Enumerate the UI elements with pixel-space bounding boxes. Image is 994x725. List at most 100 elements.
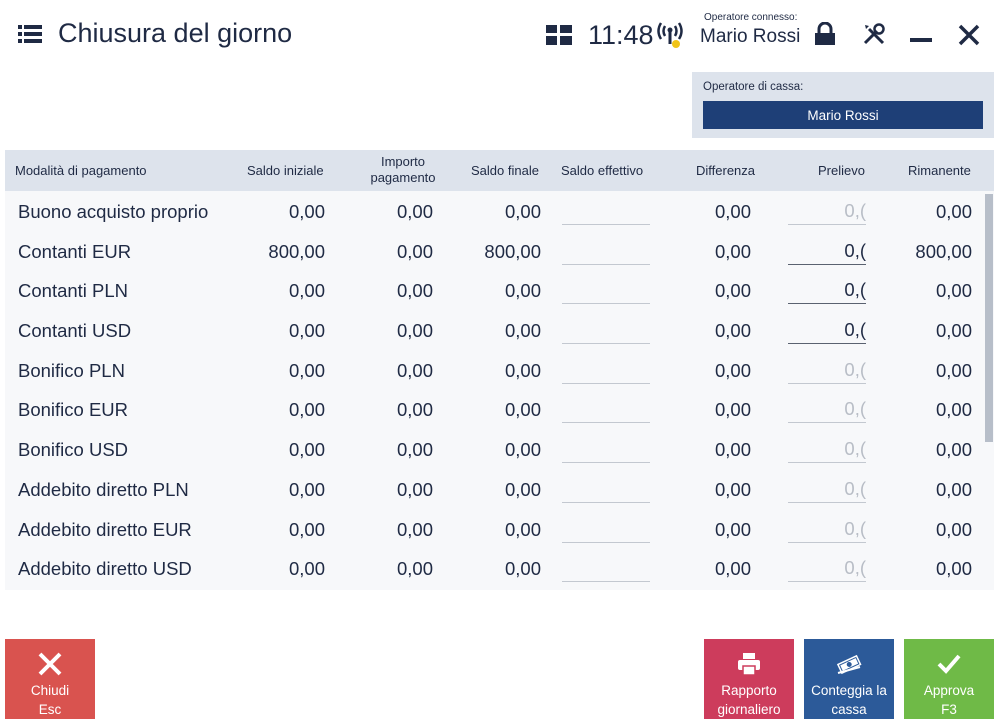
minimize-icon[interactable]	[910, 38, 932, 42]
table-row[interactable]: Bonifico USD 0,00 0,00 0,00 0,00 0,00 0,(	[5, 429, 994, 469]
saldo-effettivo-input[interactable]	[562, 199, 650, 225]
cell-rimanente: 0,00	[935, 518, 972, 540]
cell-differenza: 0,00	[714, 518, 751, 540]
menu-icon[interactable]	[18, 24, 42, 44]
cell-rimanente: 0,00	[935, 320, 972, 342]
table-row[interactable]: Contanti USD 0,00 0,00 0,00 0,00 0,00 0,(	[5, 310, 994, 350]
cell-rimanente: 0,00	[935, 478, 972, 500]
saldo-effettivo-input[interactable]	[562, 318, 650, 345]
cashier-label: Operatore di cassa:	[703, 81, 804, 93]
cell-rimanente: 0,00	[935, 399, 972, 421]
close-button[interactable]: Chiudi Esc	[5, 639, 95, 719]
daily-report-label-2: giornaliero	[717, 702, 781, 717]
cell-saldo-iniziale: 0,00	[288, 201, 325, 222]
cell-saldo-iniziale: 0,00	[288, 359, 325, 381]
cell-rimanente: 0,00	[935, 201, 972, 222]
cell-rimanente: 0,00	[935, 558, 972, 580]
payment-method-name: Addebito diretto PLN	[18, 478, 189, 500]
tiles-icon[interactable]	[546, 25, 572, 45]
table-row[interactable]: Buono acquisto proprio 0,00 0,00 0,00 0,00 0,…	[5, 191, 994, 231]
prelievo-input[interactable]: 0,(	[788, 397, 866, 424]
cell-differenza: 0,00	[714, 201, 751, 222]
table-row[interactable]: Addebito diretto PLN 0,00 0,00 0,00 0,00 0,00…	[5, 469, 994, 509]
payment-method-name: Bonifico EUR	[18, 399, 129, 421]
column-header-rimanente: Rimanente	[908, 163, 971, 178]
count-cash-label-1: Conteggia la	[811, 683, 887, 698]
checkmark-icon	[937, 654, 961, 674]
prelievo-input[interactable]: 0,(	[788, 358, 866, 384]
close-icon[interactable]	[958, 24, 980, 46]
payment-method-name: Bonifico USD	[18, 439, 129, 461]
approve-shortcut: F3	[941, 702, 957, 717]
header-bar: Chiusura del giorno 11:48 Operatore conn…	[0, 0, 994, 70]
saldo-effettivo-input[interactable]	[562, 517, 650, 543]
approve-label: Approva	[923, 683, 975, 698]
cell-saldo-iniziale: 0,00	[288, 439, 325, 461]
table-row[interactable]: Addebito diretto EUR 0,00 0,00 0,00 0,00 0,00…	[5, 509, 994, 549]
cell-saldo-finale: 0,00	[504, 320, 541, 342]
prelievo-input[interactable]: 0,(	[788, 239, 866, 265]
page-title: Chiusura del giorno	[58, 18, 293, 48]
cell-saldo-iniziale: 0,00	[288, 320, 325, 342]
cell-saldo-finale: 0,00	[504, 201, 541, 222]
table-row[interactable]: Contanti PLN 0,00 0,00 0,00 0,00 0,00 0,(	[5, 270, 994, 310]
table-row[interactable]: Contanti EUR 800,00 0,00 800,00 0,00 800,00 0,…	[5, 231, 994, 271]
prelievo-input[interactable]: 0,(	[788, 477, 866, 503]
cell-importo: 0,00	[396, 240, 433, 262]
cell-differenza: 0,00	[714, 280, 751, 302]
cell-saldo-finale: 0,00	[504, 439, 541, 461]
cell-saldo-finale: 0,00	[504, 478, 541, 500]
saldo-effettivo-input[interactable]	[562, 358, 650, 384]
lock-icon[interactable]	[814, 22, 836, 46]
cell-saldo-finale: 0,00	[504, 518, 541, 540]
cashier-panel: Operatore di cassa: Mario Rossi	[692, 72, 994, 138]
operator-label: Operatore connesso:	[704, 12, 798, 23]
cell-importo: 0,00	[396, 518, 433, 540]
count-cash-button[interactable]: Conteggia la cassa	[804, 639, 894, 719]
saldo-effettivo-input[interactable]	[562, 278, 650, 305]
cell-rimanente: 0,00	[935, 280, 972, 302]
table-header: Modalità di pagamento Saldo iniziale Imp…	[5, 150, 994, 191]
cash-icon	[836, 654, 862, 675]
cell-importo: 0,00	[396, 320, 433, 342]
prelievo-input[interactable]: 0,(	[788, 437, 866, 464]
column-header-saldo-finale: Saldo finale	[471, 163, 539, 178]
column-header-importo-line2: pagamento	[370, 170, 436, 186]
cell-importo: 0,00	[396, 399, 433, 421]
saldo-effettivo-input[interactable]	[562, 477, 650, 503]
cell-differenza: 0,00	[714, 558, 751, 580]
cell-importo: 0,00	[396, 439, 433, 461]
column-header-importo: Importo pagamento	[365, 154, 441, 187]
saldo-effettivo-input[interactable]	[562, 397, 650, 424]
saldo-effettivo-input[interactable]	[562, 437, 650, 464]
column-header-method: Modalità di pagamento	[15, 163, 147, 178]
payment-method-name: Bonifico PLN	[18, 359, 125, 381]
approve-button[interactable]: Approva F3	[904, 639, 994, 719]
table-body: Buono acquisto proprio 0,00 0,00 0,00 0,00 0,…	[5, 191, 994, 588]
cell-saldo-iniziale: 0,00	[288, 399, 325, 421]
printer-icon	[738, 653, 760, 676]
cell-differenza: 0,00	[714, 320, 751, 342]
prelievo-input[interactable]: 0,(	[788, 556, 866, 583]
tools-icon[interactable]	[862, 22, 886, 46]
table-row[interactable]: Addebito diretto USD 0,00 0,00 0,00 0,00 0,00…	[5, 548, 994, 588]
prelievo-input[interactable]: 0,(	[788, 517, 866, 543]
table-row[interactable]: Bonifico EUR 0,00 0,00 0,00 0,00 0,00 0,(	[5, 389, 994, 429]
saldo-effettivo-input[interactable]	[562, 239, 650, 265]
daily-report-button[interactable]: Rapporto giornaliero	[704, 639, 794, 719]
prelievo-input[interactable]: 0,(	[788, 318, 866, 345]
cell-differenza: 0,00	[714, 359, 751, 381]
cashier-select[interactable]: Mario Rossi	[703, 101, 983, 129]
cell-differenza: 0,00	[714, 478, 751, 500]
column-header-saldo-effettivo: Saldo effettivo	[561, 163, 644, 178]
cell-saldo-finale: 0,00	[504, 558, 541, 580]
cell-saldo-iniziale: 800,00	[268, 240, 325, 262]
prelievo-input[interactable]: 0,(	[788, 278, 866, 305]
cell-importo: 0,00	[396, 478, 433, 500]
scrollbar[interactable]	[985, 194, 993, 442]
prelievo-input[interactable]: 0,(	[788, 199, 866, 225]
cell-saldo-finale: 0,00	[504, 280, 541, 302]
table-row[interactable]: Bonifico PLN 0,00 0,00 0,00 0,00 0,00 0,(	[5, 350, 994, 390]
cell-importo: 0,00	[396, 558, 433, 580]
saldo-effettivo-input[interactable]	[562, 556, 650, 583]
